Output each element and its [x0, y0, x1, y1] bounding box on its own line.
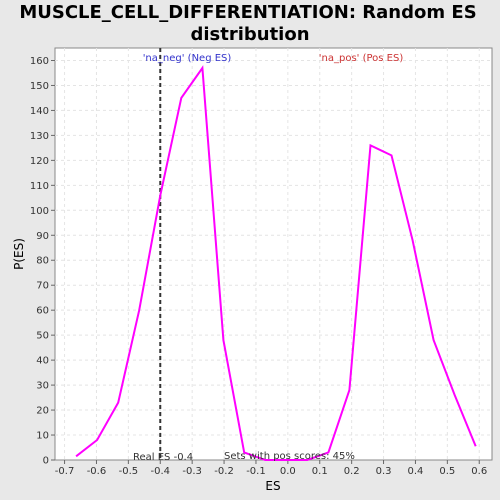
y-tick-label: 30 [36, 381, 49, 392]
x-tick-label: -0.3 [182, 466, 202, 477]
y-tick-label: 50 [36, 331, 49, 342]
y-tick-label: 20 [36, 406, 49, 417]
y-tick-label: 60 [36, 306, 49, 317]
chart-title-line-2: distribution [190, 24, 309, 45]
y-tick-label: 70 [36, 281, 49, 292]
y-axis-ticks: 0 10 20 30 40 50 60 70 80 90 100 110 120 130 140 150 160 [30, 56, 55, 467]
x-tick-label: -0.1 [246, 466, 266, 477]
plot-area [54, 47, 493, 461]
y-tick-label: 160 [30, 56, 49, 67]
x-axis-label: ES [265, 479, 280, 493]
x-tick-label: -0.5 [119, 466, 139, 477]
es-distribution-line [75, 65, 477, 461]
y-tick-label: 90 [36, 231, 49, 242]
y-tick-label: 40 [36, 356, 49, 367]
x-tick-label: 0.3 [376, 466, 392, 477]
neg-es-label: 'na_neg' (Neg ES) [143, 53, 232, 64]
x-tick-label: -0.7 [55, 466, 75, 477]
y-axis-label: P(ES) [12, 238, 26, 270]
x-tick-label: -0.2 [214, 466, 234, 477]
x-tick-label: -0.6 [87, 466, 107, 477]
y-tick-label: 140 [30, 106, 49, 117]
x-tick-label: 0.6 [471, 466, 487, 477]
chart-title-line-1: MUSCLE_CELL_DIFFERENTIATION: Random ES [19, 2, 476, 23]
x-tick-label: -0.4 [151, 466, 171, 477]
grid-lines [55, 48, 492, 460]
pos-scores-label: Sets with pos scores: 45% [224, 451, 355, 462]
y-tick-label: 10 [36, 431, 49, 442]
y-tick-label: 0 [43, 456, 49, 467]
x-tick-label: 0.5 [439, 466, 455, 477]
x-axis-ticks: -0.7 -0.6 -0.5 -0.4 -0.3 -0.2 -0.1 0.0 0.1 0.2 0.3… [55, 460, 487, 477]
y-tick-label: 120 [30, 156, 49, 167]
pos-es-label: 'na_pos' (Pos ES) [319, 53, 404, 64]
x-tick-label: 0.0 [280, 466, 296, 477]
y-tick-label: 80 [36, 256, 49, 267]
y-tick-label: 100 [30, 206, 49, 217]
y-tick-label: 150 [30, 81, 49, 92]
real-es-label: Real ES -0.4 [133, 452, 193, 463]
y-tick-label: 110 [30, 181, 49, 192]
x-tick-label: 0.1 [312, 466, 328, 477]
y-tick-label: 130 [30, 131, 49, 142]
x-tick-label: 0.2 [344, 466, 360, 477]
x-tick-label: 0.4 [407, 466, 423, 477]
